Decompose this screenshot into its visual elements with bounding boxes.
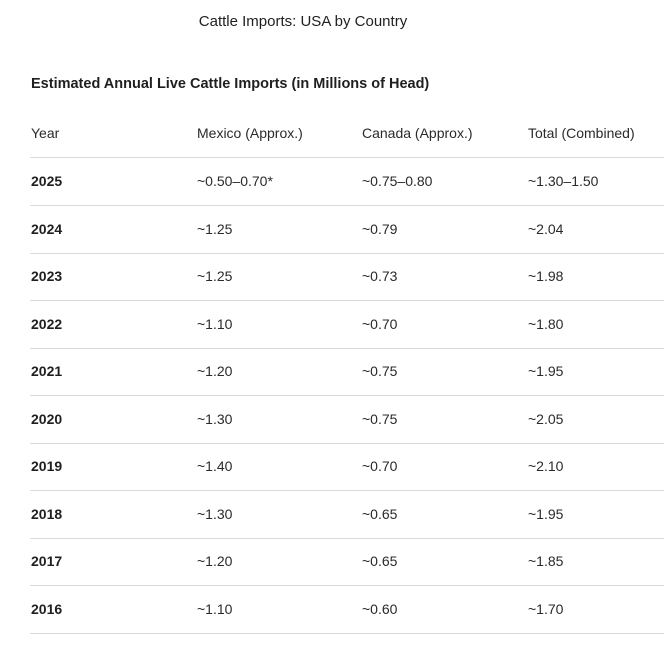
value-cell: ~2.10 — [528, 458, 564, 474]
value-cell: ~1.80 — [528, 315, 564, 332]
column-header: Total (Combined) — [528, 125, 635, 141]
year-cell: 2017 — [31, 553, 63, 569]
value-cell: ~1.10 — [197, 600, 233, 617]
value-cell: ~1.25 — [197, 220, 233, 237]
value-cell: ~0.75 — [362, 410, 398, 427]
value-cell: ~1.30 — [197, 505, 233, 522]
value-cell: ~1.25 — [197, 268, 233, 284]
row-divider — [30, 537, 664, 539]
value-cell: ~1.95 — [528, 363, 564, 379]
value-cell: ~1.40 — [197, 458, 233, 474]
value-cell: ~0.70 — [362, 458, 398, 474]
column-header: Mexico (Approx.) — [197, 125, 303, 141]
year-cell: 2024 — [31, 220, 63, 237]
page-title: Cattle Imports: USA by Country — [198, 13, 408, 30]
row-divider — [30, 490, 664, 491]
column-header: Year — [31, 125, 60, 141]
row-divider — [30, 632, 664, 634]
value-cell: ~1.20 — [197, 363, 233, 379]
value-cell: ~0.79 — [362, 220, 398, 237]
value-cell: ~0.75 — [362, 363, 398, 379]
value-cell: ~1.30–1.50 — [528, 173, 599, 189]
row-divider — [30, 585, 664, 586]
row-divider — [30, 395, 664, 396]
value-cell: ~1.20 — [197, 553, 233, 569]
value-cell: ~0.50–0.70* — [197, 173, 273, 189]
value-cell: ~0.73 — [362, 268, 398, 284]
year-cell: 2019 — [31, 458, 63, 474]
value-cell: ~0.65 — [362, 505, 398, 522]
value-cell: ~1.70 — [528, 600, 564, 617]
row-divider — [30, 205, 664, 206]
row-divider — [30, 157, 664, 158]
value-cell: ~0.70 — [362, 315, 398, 332]
year-cell: 2018 — [31, 505, 63, 522]
year-cell: 2016 — [31, 600, 63, 617]
column-header: Canada (Approx.) — [362, 125, 473, 141]
value-cell: ~1.10 — [197, 315, 233, 332]
value-cell: ~1.95 — [528, 505, 564, 522]
value-cell: ~2.04 — [528, 220, 564, 237]
year-cell: 2022 — [31, 315, 63, 332]
value-cell: ~0.65 — [362, 553, 398, 569]
table-title: Estimated Annual Live Cattle Imports (in… — [31, 76, 430, 92]
value-cell: ~1.85 — [528, 553, 564, 569]
value-cell: ~0.60 — [362, 600, 398, 617]
year-cell: 2021 — [31, 363, 63, 379]
row-divider — [30, 300, 664, 301]
row-divider — [30, 442, 664, 444]
value-cell: ~1.30 — [197, 410, 233, 427]
year-cell: 2025 — [31, 173, 63, 189]
row-divider — [30, 252, 664, 254]
value-cell: ~0.75–0.80 — [362, 173, 433, 189]
year-cell: 2020 — [31, 410, 63, 427]
value-cell: ~1.98 — [528, 268, 564, 284]
value-cell: ~2.05 — [528, 410, 564, 427]
year-cell: 2023 — [31, 268, 63, 284]
row-divider — [30, 347, 664, 349]
